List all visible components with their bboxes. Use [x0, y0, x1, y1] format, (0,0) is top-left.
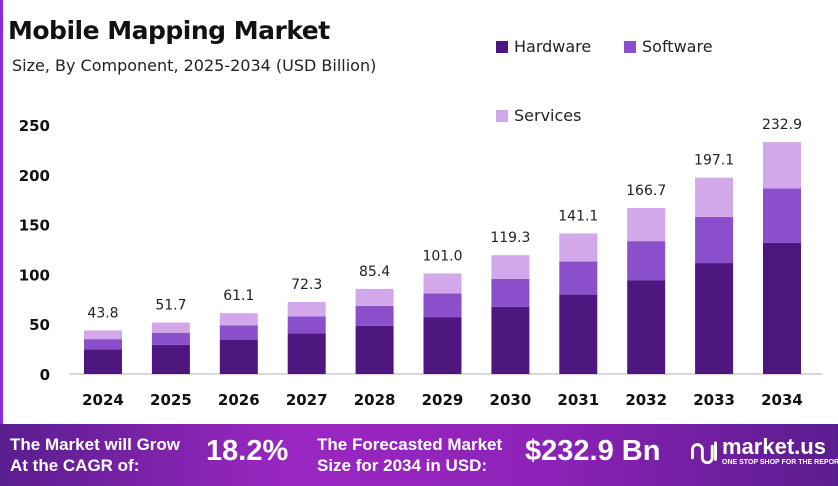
- bar-segment-services-2024: [84, 330, 122, 340]
- bar-segment-hardware-2034: [763, 242, 801, 374]
- y-tick-label: 250: [19, 117, 50, 135]
- bar-segment-software-2027: [287, 316, 326, 334]
- x-tick-label: 2034: [761, 391, 803, 409]
- legend-software: Software: [624, 37, 713, 56]
- forecast-label-line1: The Forecasted Market: [317, 435, 503, 454]
- bar-segment-software-2032: [627, 241, 666, 281]
- x-tick-label: 2025: [150, 391, 192, 409]
- data-label-total: 141.1: [558, 208, 598, 224]
- data-label-total: 61.1: [223, 288, 254, 304]
- bar-segment-software-2024: [84, 339, 122, 350]
- cagr-label: The Market will Grow At the CAGR of:: [10, 434, 180, 476]
- x-tick-label: 2024: [82, 391, 124, 409]
- stacked-bar-chart: 0 50 100 150 200 250 43.8 2024 51.7 2025 61.1 2026 7…: [19, 117, 822, 409]
- bar-segment-hardware-2032: [627, 280, 666, 374]
- legend-services: Services: [496, 106, 581, 125]
- bar-segment-software-2026: [219, 325, 258, 340]
- chart-subtitle: Size, By Component, 2025-2034 (USD Billi…: [12, 56, 377, 75]
- legend-label-services: Services: [514, 106, 582, 125]
- bar-segment-services-2025: [151, 322, 190, 333]
- bar-segment-software-2025: [151, 332, 190, 345]
- logo-tagline: ONE STOP SHOP FOR THE REPORTS: [722, 459, 838, 466]
- bar-segment-software-2030: [491, 278, 530, 307]
- bar-segment-services-2033: [695, 177, 734, 217]
- bar-segment-hardware-2031: [559, 294, 598, 374]
- bar-segment-hardware-2024: [84, 349, 122, 374]
- bar-segment-hardware-2033: [695, 263, 734, 374]
- legend-hardware: Hardware: [496, 37, 591, 56]
- x-tick-label: 2033: [693, 391, 735, 409]
- legend-swatch-software: [624, 40, 636, 53]
- bar-segment-software-2028: [355, 305, 394, 326]
- bar-segment-software-2029: [423, 293, 462, 318]
- bar-segment-hardware-2028: [355, 325, 394, 374]
- bar-segment-software-2033: [695, 216, 734, 264]
- y-tick-label: 100: [19, 266, 50, 284]
- x-tick-label: 2032: [625, 391, 667, 409]
- x-tick-label: 2028: [354, 391, 396, 409]
- bar-segment-services-2026: [219, 313, 258, 326]
- bar-segment-services-2031: [559, 233, 598, 262]
- logo-mark-icon: [691, 441, 717, 464]
- x-tick-label: 2031: [557, 391, 599, 409]
- data-label-total: 101.0: [422, 248, 462, 264]
- cagr-label-line1: The Market will Grow: [10, 435, 181, 454]
- cagr-label-line2: At the CAGR of:: [10, 456, 140, 475]
- bar-segment-services-2027: [287, 301, 326, 317]
- forecast-label-line2: Size for 2034 in USD:: [317, 456, 488, 475]
- y-tick-label: 50: [29, 316, 50, 334]
- x-tick-label: 2029: [422, 391, 464, 409]
- chart-frame: [0, 0, 3, 424]
- footer-banner: The Market will Grow At the CAGR of: 18.…: [0, 424, 838, 486]
- y-tick-label: 150: [19, 217, 50, 235]
- data-label-total: 43.8: [87, 305, 118, 321]
- bar-segment-services-2029: [423, 273, 462, 294]
- legend-swatch-hardware: [496, 40, 508, 53]
- forecast-value: $232.9 Bn: [525, 435, 661, 467]
- x-tick-label: 2030: [490, 391, 532, 409]
- chart-title: Mobile Mapping Market: [8, 16, 330, 45]
- y-tick-label: 0: [40, 366, 50, 384]
- bar-segment-hardware-2026: [219, 339, 258, 374]
- bar-segment-hardware-2029: [423, 317, 462, 374]
- data-label-total: 51.7: [155, 298, 186, 314]
- data-label-total: 197.1: [694, 153, 734, 169]
- data-label-total: 85.4: [359, 264, 390, 280]
- data-label-total: 72.3: [291, 277, 322, 293]
- bar-segment-hardware-2025: [151, 344, 190, 374]
- bar-segment-hardware-2030: [491, 306, 530, 374]
- x-tick-label: 2027: [286, 391, 328, 409]
- legend-label-hardware: Hardware: [514, 37, 592, 56]
- bar-segment-services-2034: [763, 142, 801, 189]
- bar-segment-software-2031: [559, 261, 598, 295]
- data-label-total: 232.9: [762, 117, 802, 133]
- legend-label-software: Software: [642, 37, 713, 56]
- bar-segment-services-2030: [491, 255, 530, 279]
- bar-segment-software-2034: [763, 188, 801, 243]
- legend-swatch-services: [496, 109, 508, 122]
- x-tick-label: 2026: [218, 391, 260, 409]
- bar-segment-hardware-2027: [287, 333, 326, 374]
- forecast-label: The Forecasted Market Size for 2034 in U…: [317, 434, 502, 476]
- data-label-total: 119.3: [490, 230, 530, 246]
- bar-segment-services-2032: [627, 207, 666, 242]
- logo-name: market.us: [722, 434, 826, 459]
- marketus-logo: market.us ONE STOP SHOP FOR THE REPORTS: [690, 436, 838, 467]
- cagr-value: 18.2%: [206, 435, 289, 467]
- data-label-total: 166.7: [626, 183, 666, 199]
- y-tick-label: 200: [19, 167, 50, 185]
- bar-segment-services-2028: [355, 288, 394, 306]
